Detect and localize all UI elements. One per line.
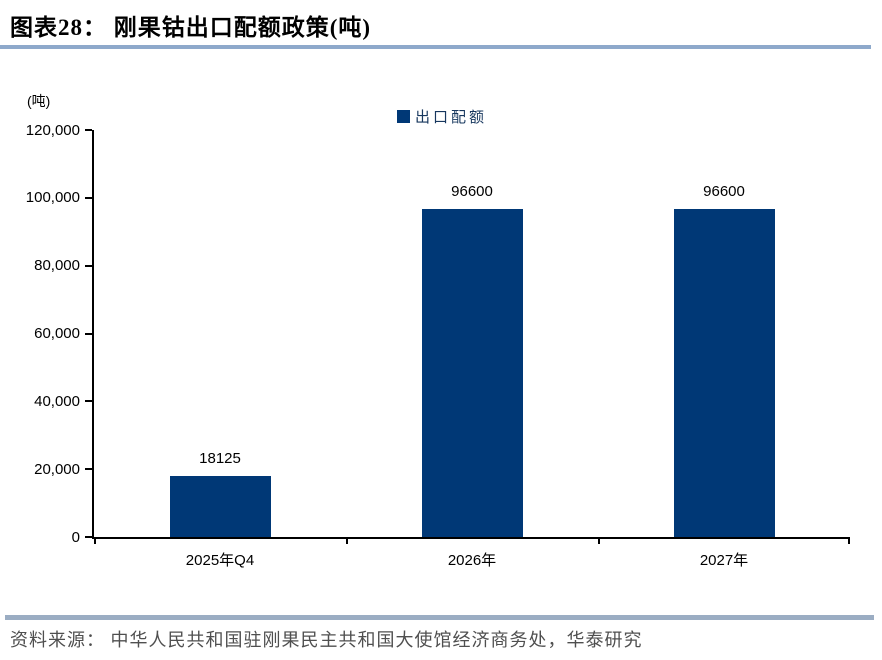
x-axis-tick: [94, 537, 96, 544]
y-axis-tick-label: 40,000: [34, 392, 80, 410]
bar-2027年: [673, 209, 775, 537]
y-axis-tick-label: 120,000: [25, 121, 80, 139]
bar-value-label: 18125: [199, 449, 241, 467]
bar-2025年Q4: [169, 475, 271, 537]
bar-2026年: [421, 209, 523, 537]
y-axis-tick-label: 20,000: [34, 460, 80, 478]
footer-divider: [5, 615, 874, 620]
x-axis-tick: [346, 537, 348, 544]
x-axis-tick: [848, 537, 850, 544]
y-axis-tick-label: 60,000: [34, 325, 80, 342]
y-axis-tick: [85, 468, 92, 471]
title-underline: [0, 45, 871, 49]
chart-title: 图表28： 刚果钴出口配额政策(吨): [10, 15, 372, 40]
y-axis-tick-label: 80,000: [34, 257, 80, 275]
legend: 出口配额: [397, 106, 487, 127]
bar-value-label: 96600: [451, 183, 493, 201]
x-axis-category-label: 2026年: [447, 552, 497, 569]
y-axis-tick-label: 100,000: [25, 189, 80, 207]
x-axis-tick: [598, 537, 600, 544]
y-axis-tick: [85, 196, 92, 199]
y-axis-tick: [85, 332, 92, 335]
y-axis-tick: [85, 129, 92, 131]
y-axis-tick: [85, 264, 92, 267]
bar-value-label: 96600: [703, 183, 745, 201]
legend-swatch-icon: [397, 110, 410, 123]
y-axis-tick: [85, 400, 92, 403]
y-axis-tick-label: 0: [71, 528, 80, 546]
y-axis-tick: [85, 536, 92, 538]
x-axis-category-label: 2025年Q4: [185, 552, 255, 569]
source-text: 资料来源： 中华人民共和国驻刚果民主共和国大使馆经济商务处，华泰研究: [10, 630, 643, 650]
x-axis-category-label: 2027年: [699, 552, 749, 569]
plot-area: 0 20,000 40,000 60,000 80,000 100,000 120,000 1…: [26, 123, 850, 569]
legend-label: 出口配额: [415, 109, 488, 126]
y-axis-unit-label: (吨): [27, 93, 51, 109]
